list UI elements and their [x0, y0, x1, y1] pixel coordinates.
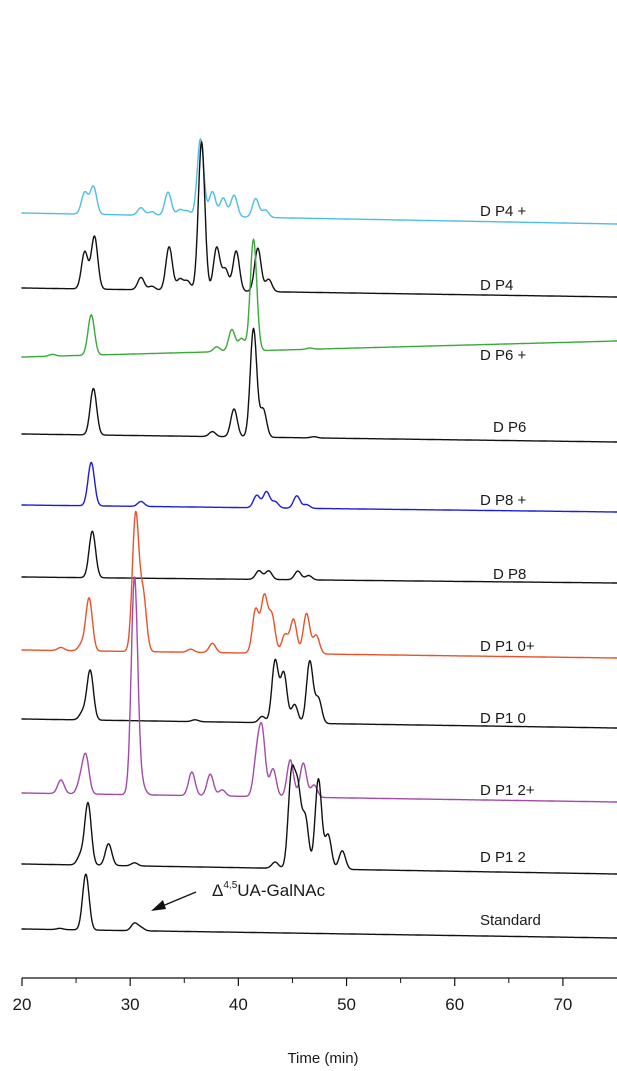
x-tick-label: 70	[553, 995, 572, 1014]
series-label-d-p8: D P8 +	[480, 492, 527, 509]
series-label-d-p1-0: D P1 0	[480, 710, 526, 727]
x-tick-label: 40	[229, 995, 248, 1014]
series-label-d-p6: D P6 +	[480, 347, 527, 364]
series-label-d-p1-2: D P1 2+	[480, 782, 535, 799]
trace-d-p6	[21, 327, 617, 443]
series-label-d-p4: D P4	[480, 277, 513, 294]
trace-d-p4	[21, 141, 617, 298]
series-label-d-p1-2: D P1 2	[480, 849, 526, 866]
series-label-d-p4: D P4 +	[480, 203, 527, 220]
trace-standard	[21, 873, 617, 939]
series-label-d-p6: D P6	[493, 419, 526, 436]
x-tick-label: 30	[121, 995, 140, 1014]
x-axis: 20 30 40 50 60 70	[13, 977, 617, 1014]
trace-d-p8	[21, 461, 617, 513]
annotation-label: Δ4,5UA-GalNAc	[212, 880, 326, 900]
annotation-arrow-line	[159, 891, 197, 908]
x-axis-title: Time (min)	[287, 1050, 358, 1067]
annotation: Δ4,5UA-GalNAc	[151, 880, 326, 911]
trace-d-p6	[21, 238, 617, 358]
series-label-d-p1-0: D P1 0+	[480, 638, 535, 655]
trace-d-p1-0	[21, 658, 617, 729]
x-tick-label: 50	[337, 995, 356, 1014]
x-tick-label: 60	[445, 995, 464, 1014]
trace-d-p8	[21, 530, 617, 584]
trace-d-p1-2	[21, 576, 617, 803]
trace-d-p1-0	[21, 510, 617, 659]
series-label-d-p8: D P8	[493, 566, 526, 583]
series-label-standard: Standard	[480, 912, 541, 929]
trace-d-p4	[21, 138, 617, 225]
trace-d-p1-2	[21, 764, 617, 875]
trace-group	[21, 138, 617, 939]
series-label-group: D P4 + D P4 D P6 + D P6 D P8 + D P8 D P1 0+ D P…	[480, 203, 541, 929]
x-tick-label: 20	[13, 995, 32, 1014]
annotation-arrowhead	[151, 900, 166, 911]
